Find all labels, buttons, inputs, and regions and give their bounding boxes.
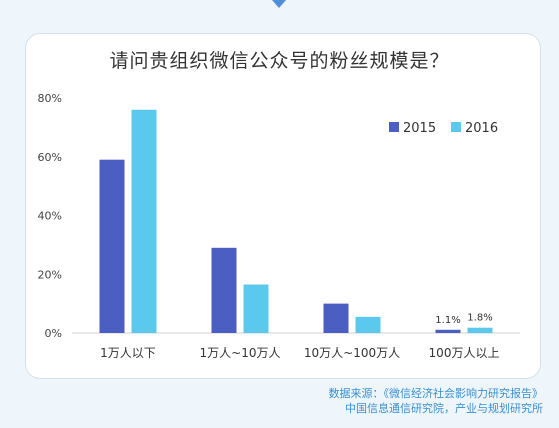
y-tick-label: 80% — [38, 92, 62, 105]
bar-2016 — [243, 284, 269, 333]
legend-swatch-2015 — [389, 122, 399, 132]
x-tick-label: 100万人以上 — [429, 346, 500, 360]
x-tick-label: 1万人以下 — [100, 346, 156, 360]
y-tick-label: 20% — [38, 268, 62, 281]
source-line-2: 中国信息通信研究院，产业与规划研究所 — [345, 402, 543, 415]
bar-2015 — [211, 247, 237, 333]
bar-2015 — [99, 159, 125, 333]
source-line-1: 数据来源：《微信经济社会影响力研究报告》 — [328, 387, 544, 400]
bar-2015 — [323, 303, 349, 333]
bar-2016 — [355, 316, 381, 333]
x-tick-label: 1万人~10万人 — [200, 346, 281, 360]
bar-2016 — [467, 327, 493, 333]
bar-2015 — [435, 329, 461, 333]
legend-label-2015: 2015 — [403, 121, 436, 136]
chart-title: 请问贵组织微信公众号的粉丝规模是？ — [109, 50, 450, 72]
data-source: 数据来源：《微信经济社会影响力研究报告》 中国信息通信研究院，产业与规划研究所 — [329, 386, 544, 416]
y-tick-label: 40% — [38, 210, 62, 223]
legend-label-2016: 2016 — [465, 121, 498, 136]
top-arrow-decoration — [272, 0, 286, 8]
y-tick-label: 0% — [45, 327, 62, 340]
x-tick-label: 10万人~100万人 — [304, 346, 400, 360]
bar-2016 — [131, 109, 157, 333]
y-tick-label: 60% — [38, 151, 62, 164]
data-label: 1.8% — [467, 313, 492, 324]
data-label: 1.1% — [435, 315, 460, 326]
legend-swatch-2016 — [451, 122, 461, 132]
